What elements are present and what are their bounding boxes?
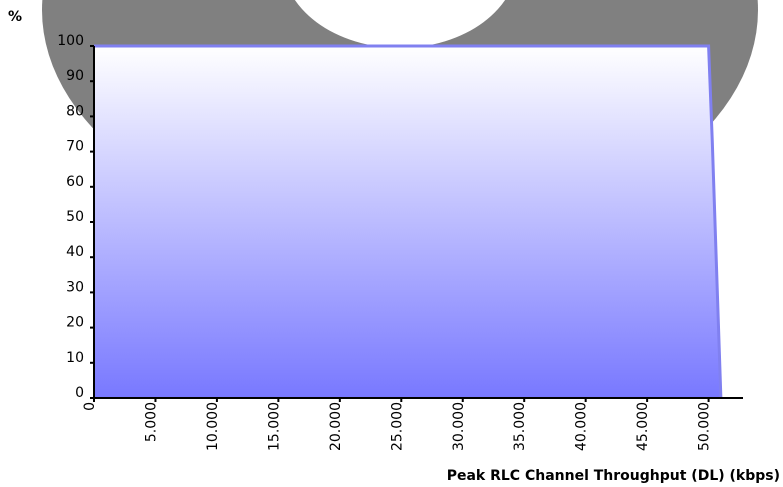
- y-tick-label: 10: [66, 350, 84, 366]
- x-tick-label: 10.000: [205, 402, 221, 451]
- y-tick-label: 90: [66, 68, 84, 84]
- x-tick-label: 50.000: [697, 402, 713, 451]
- x-tick-label: 25.000: [389, 402, 405, 451]
- y-tick-label: 20: [66, 315, 84, 331]
- x-tick-label: 45.000: [635, 402, 651, 451]
- x-tick-label: 40.000: [574, 402, 590, 451]
- x-tick-label: 0: [82, 402, 98, 411]
- y-tick-label: 80: [66, 103, 84, 119]
- x-axis-label: Peak RLC Channel Throughput (DL) (kbps): [447, 468, 780, 484]
- x-tick-label: 20.000: [328, 402, 344, 451]
- y-tick-label: 30: [66, 279, 84, 295]
- y-tick-label: 100: [57, 33, 84, 49]
- chart: % Peak RLC Channel Throughput (DL) (kbps…: [0, 0, 783, 487]
- x-tick-label: 5.000: [143, 402, 159, 442]
- x-tick-label: 15.000: [266, 402, 282, 451]
- x-tick-label: 35.000: [512, 402, 528, 451]
- y-axis-label: %: [8, 9, 22, 25]
- x-tick-label: 30.000: [451, 402, 467, 451]
- area-fill: [94, 46, 721, 398]
- y-tick-label: 0: [75, 385, 84, 401]
- y-tick-label: 60: [66, 174, 84, 190]
- y-tick-label: 50: [66, 209, 84, 225]
- y-tick-label: 40: [66, 244, 84, 260]
- y-tick-label: 70: [66, 139, 84, 155]
